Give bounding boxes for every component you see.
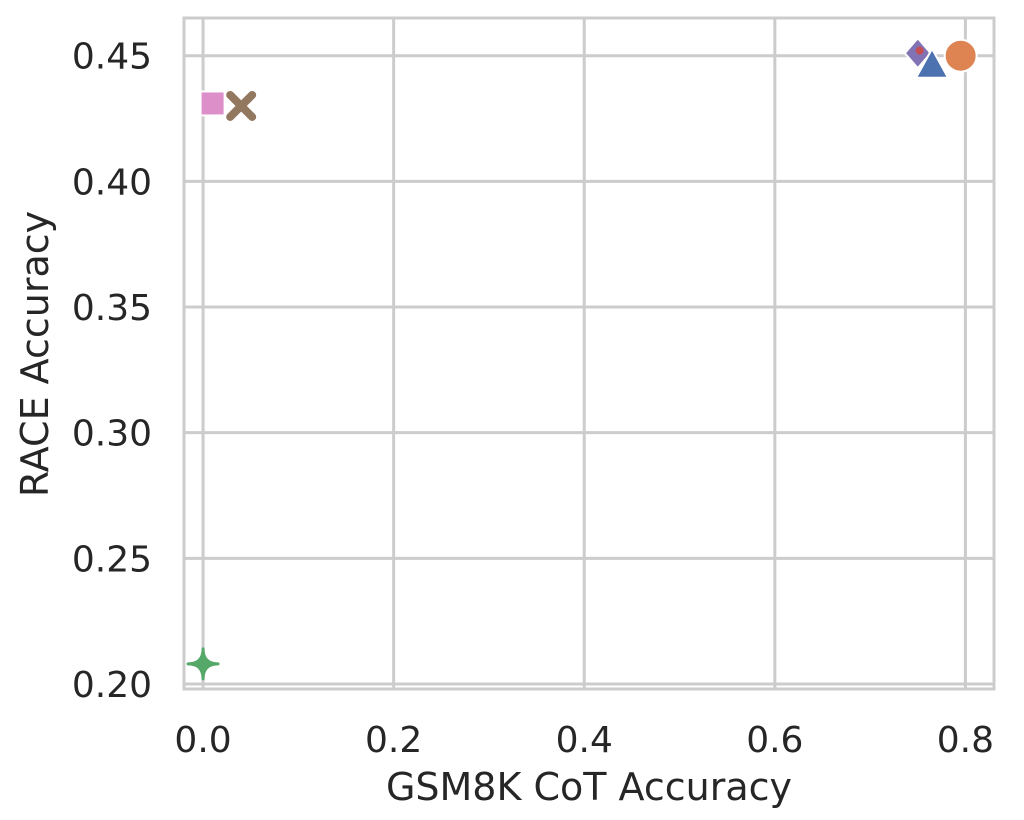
y-tick-label: 0.40 <box>72 162 152 203</box>
y-tick-label: 0.25 <box>72 539 152 580</box>
plot-frame <box>182 16 996 691</box>
x-tick-label: 0.4 <box>556 720 613 761</box>
data-point-dot <box>915 46 924 55</box>
y-tick-label: 0.35 <box>72 288 152 329</box>
data-point-x <box>226 90 257 121</box>
x-tick-label: 0.2 <box>365 720 422 761</box>
data-point-triangle <box>914 46 950 79</box>
x-axis-label: GSM8K CoT Accuracy <box>386 765 792 809</box>
x-tick-label: 0.0 <box>174 720 231 761</box>
data-point-square <box>199 90 226 117</box>
y-axis-label: RACE Accuracy <box>13 211 57 497</box>
x-tick-labels: 0.0 0.2 0.4 0.6 0.8 <box>174 720 994 761</box>
y-tick-label: 0.30 <box>72 414 152 455</box>
y-tick-label: 0.45 <box>72 37 152 78</box>
x-tick-label: 0.8 <box>937 720 994 761</box>
data-points <box>186 36 978 681</box>
plot-area-background <box>184 18 994 689</box>
y-tick-label: 0.20 <box>72 665 152 706</box>
data-point-star4 <box>186 647 220 681</box>
grid-lines <box>184 18 994 689</box>
y-tick-labels: 0.20 0.25 0.30 0.35 0.40 0.45 <box>72 37 152 706</box>
data-point-circle <box>943 38 978 73</box>
x-tick-label: 0.6 <box>746 720 803 761</box>
